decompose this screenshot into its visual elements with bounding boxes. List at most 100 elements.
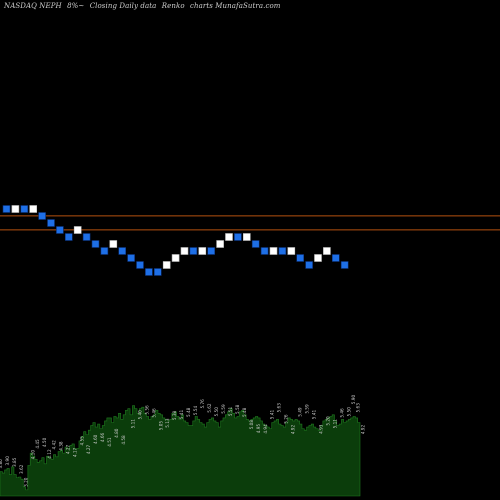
chart-header: NASDAQ NEPH 8%~ Closing Daily data Renko… [4, 2, 284, 10]
price-area-path [0, 405, 361, 497]
price-label: 5.11 [130, 419, 135, 429]
price-label: 5.49 [298, 407, 303, 417]
renko-brick-up [29, 205, 38, 213]
renko-brick-down [296, 254, 305, 262]
price-label: 5.11 [332, 419, 337, 429]
price-label: 4.38 [58, 441, 63, 451]
price-label: 5.13 [165, 418, 170, 428]
price-label: 4.10 [31, 450, 36, 460]
price-label: 4.42 [51, 440, 56, 450]
price-area [0, 405, 361, 497]
price-label: 5.46 [339, 408, 344, 418]
price-label: 4.92 [291, 425, 296, 435]
price-label: 5.41 [270, 410, 275, 420]
renko-brick-down [127, 254, 135, 262]
renko-brick-down [331, 254, 340, 262]
price-label: 5.59 [305, 404, 310, 414]
price-label: 5.54 [193, 406, 198, 416]
price-label: 4.60 [93, 434, 98, 444]
price-label: 3.85 [12, 457, 17, 467]
renko-brick-up [314, 254, 322, 262]
renko-brick-down [47, 219, 55, 227]
renko-brick-up [225, 233, 233, 241]
change-label: 8%~ [67, 2, 85, 10]
price-label: 5.90 [351, 395, 356, 405]
price-label: 5.63 [277, 403, 282, 413]
price-label: 5.59 [221, 404, 226, 414]
renko-brick-down [38, 212, 46, 220]
renko-brick-up [287, 247, 296, 255]
price-label: 4.66 [100, 433, 105, 443]
price-label: 4.45 [35, 439, 40, 449]
renko-brick-down [305, 261, 313, 269]
price-label: 5.48 [242, 407, 247, 417]
renko-brick-down [65, 233, 73, 241]
renko-brick-down [251, 240, 260, 248]
price-label: 4.27 [65, 444, 70, 454]
renko-brick-up [243, 233, 251, 241]
price-label: 5.38 [172, 410, 177, 420]
price-label: 5.41 [312, 410, 317, 420]
renko-brick-up [171, 254, 180, 262]
price-label: 5.08 [249, 420, 254, 430]
renko-brick-down [100, 247, 109, 255]
renko-brick-down [20, 205, 29, 213]
site-label: charts MunafaSutra.com [190, 2, 281, 10]
renko-brick-up [109, 240, 118, 248]
price-label: 5.26 [284, 414, 289, 424]
price-label: 4.12 [47, 449, 52, 459]
price-label: 5.62 [207, 403, 212, 413]
price-label: 4.17 [72, 448, 77, 458]
renko-brick-down [91, 240, 100, 248]
renko-bricks [2, 205, 349, 276]
renko-brick-up [216, 240, 224, 248]
renko-brick-down [189, 247, 198, 255]
price-label: 5.46 [151, 408, 156, 418]
price-label: 5.58 [235, 404, 240, 414]
renko-brick-down [340, 261, 349, 269]
price-label: 5.48 [186, 407, 191, 417]
renko-brick-up [180, 247, 189, 255]
renko-brick-down [56, 226, 64, 234]
price-label: 4.58 [121, 435, 126, 445]
renko-brick-up [73, 226, 82, 234]
renko-brick-up [198, 247, 207, 255]
price-label: 5.63 [356, 403, 361, 413]
symbol-label: NASDAQ NEPH [4, 2, 62, 10]
price-label: 4.50 [42, 437, 47, 447]
price-label: 5.41 [179, 410, 184, 420]
price-label: 4.93 [319, 424, 324, 434]
price-label: 3.80 [0, 459, 3, 469]
renko-brick-down [82, 233, 91, 241]
price-label: 5.56 [144, 405, 149, 415]
renko-brick-down [154, 268, 162, 276]
renko-brick-down [207, 247, 215, 255]
price-label: 3.20 [24, 477, 29, 487]
description-label: Closing Daily data [89, 2, 157, 10]
price-label: 5.40 [137, 410, 142, 420]
price-label: 4.55 [79, 436, 84, 446]
renko-brick-down [136, 261, 144, 269]
price-label: 3.62 [19, 464, 24, 474]
renko-brick-down [278, 247, 287, 255]
renko-brick-down [234, 233, 242, 241]
price-label: 4.95 [256, 424, 261, 434]
price-labels: 3.80 3.90 3.853.623.20 4.104.45 4.504.124.42… [0, 395, 365, 487]
price-label: 5.05 [158, 421, 163, 431]
renko-brick-down [145, 268, 153, 276]
renko-brick-up [269, 247, 278, 255]
renko-brick-down [260, 247, 269, 255]
price-label: 5.76 [200, 399, 205, 409]
renko-brick-up [11, 205, 20, 213]
price-label: 4.80 [114, 428, 119, 438]
price-label: 4.27 [86, 444, 91, 454]
renko-brick-down [2, 205, 11, 213]
price-label: 4.92 [360, 425, 365, 435]
price-label: 4.94 [263, 424, 268, 434]
price-label: 5.50 [214, 407, 219, 417]
renko-brick-up [323, 247, 331, 255]
price-label: 5.50 [346, 407, 351, 417]
price-label: 5.51 [228, 406, 233, 416]
renko-brick-down [118, 247, 126, 255]
